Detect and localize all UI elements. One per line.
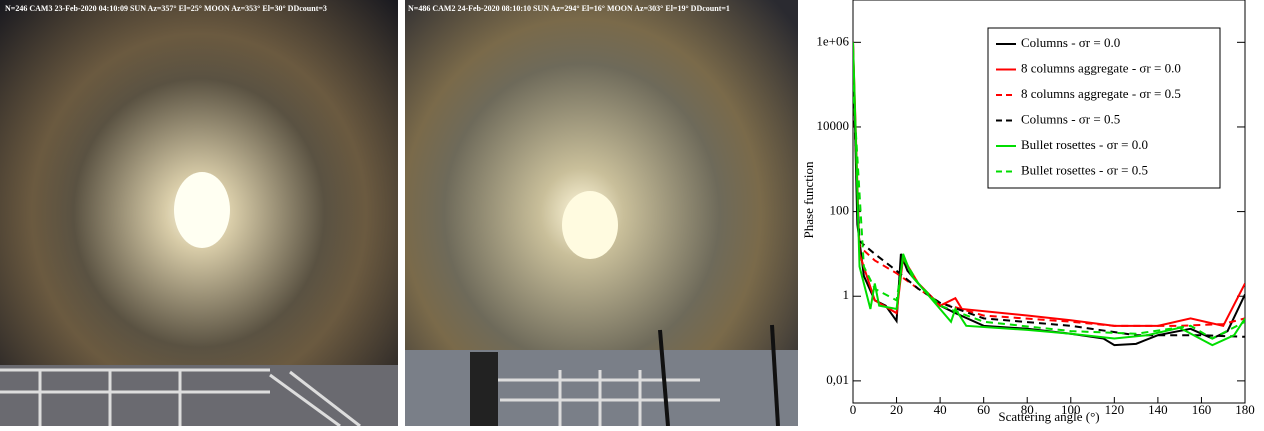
legend-label: 8 columns aggregate - σr = 0.5 — [1021, 86, 1181, 101]
x-axis-label: Scattering angle (°) — [998, 409, 1099, 424]
x-tick-label: 120 — [1105, 402, 1125, 417]
legend-label: Bullet rosettes - σr = 0.0 — [1021, 137, 1148, 152]
y-tick-label: 10000 — [817, 118, 850, 133]
series-line — [853, 84, 1245, 338]
photo-caption: N=246 CAM3 23-Feb-2020 04:10:09 SUN Az=3… — [5, 4, 327, 13]
series-line — [853, 84, 1245, 340]
x-tick-label: 0 — [850, 402, 857, 417]
x-tick-label: 20 — [890, 402, 903, 417]
plot-frame — [852, 0, 1246, 404]
x-tick-label: 40 — [934, 402, 947, 417]
legend-label: Columns - σr = 0.5 — [1021, 111, 1120, 126]
series-line — [853, 84, 1245, 327]
y-tick-label: 100 — [830, 203, 850, 218]
x-tick-label: 80 — [1021, 402, 1034, 417]
x-tick-label: 100 — [1061, 402, 1081, 417]
x-tick-label: 60 — [977, 402, 990, 417]
y-tick-label: 1e+06 — [816, 33, 849, 48]
legend-label: Columns - σr = 0.0 — [1021, 35, 1120, 50]
y-tick-label: 1 — [843, 287, 850, 302]
y-tick-label: 0,01 — [826, 372, 849, 387]
legend-label: Bullet rosettes - σr = 0.5 — [1021, 162, 1148, 177]
photo-2: N=486 CAM2 24-Feb-2020 08:10:10 SUN Az=2… — [405, 0, 798, 427]
series-line — [853, 42, 1245, 347]
photo-caption: N=486 CAM2 24-Feb-2020 08:10:10 SUN Az=2… — [408, 4, 730, 13]
y-axis-label: Phase function — [801, 161, 816, 238]
legend-label: 8 columns aggregate - σr = 0.0 — [1021, 60, 1181, 75]
legend-box — [987, 27, 1221, 189]
x-tick-label: 160 — [1192, 402, 1212, 417]
photo-1: N=246 CAM3 23-Feb-2020 04:10:09 SUN Az=3… — [0, 0, 398, 428]
x-tick-label: 180 — [1235, 402, 1255, 417]
x-tick-label: 140 — [1148, 402, 1168, 417]
